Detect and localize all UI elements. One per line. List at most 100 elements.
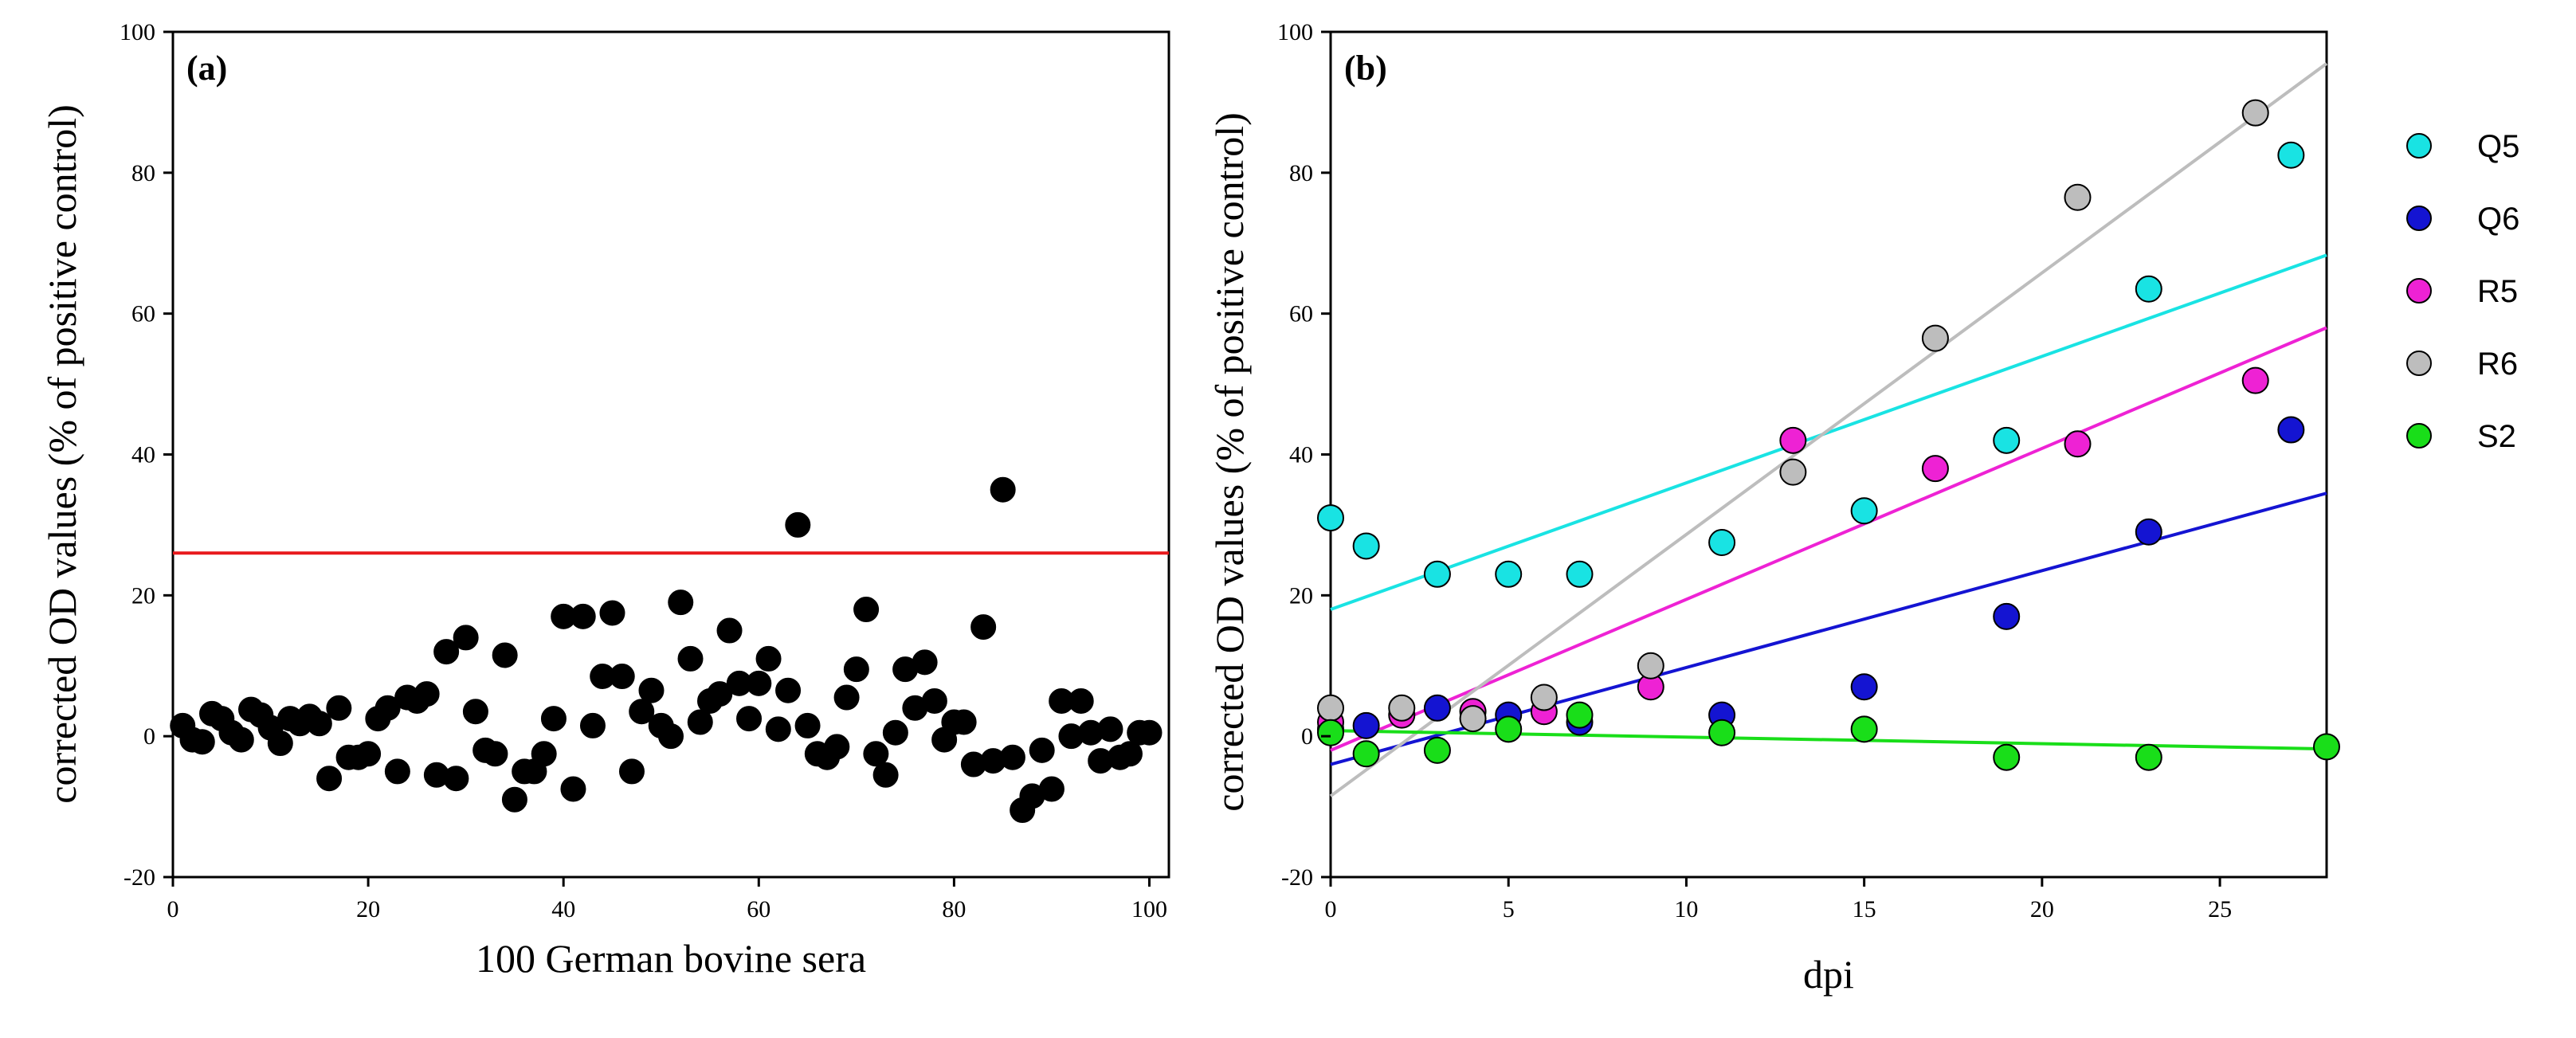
panel-a: 0 20 40 60 80 100 -20 0 20 40 60 80 100 (a) 100 Ger…	[40, 19, 1170, 981]
x-tick-label: 5	[1503, 896, 1515, 922]
data-point	[794, 712, 821, 738]
data-point-q6	[1423, 694, 1451, 722]
data-point	[609, 664, 635, 690]
data-point	[746, 670, 772, 696]
data-point	[638, 677, 665, 703]
data-point-r5	[1921, 455, 1949, 483]
y-axis-ticks: -20 0 20 40 60 80 100	[1277, 19, 1331, 891]
data-point	[921, 687, 947, 714]
x-tick-label: 80	[942, 896, 966, 922]
data-point-q5	[1317, 504, 1344, 532]
data-point	[785, 511, 811, 538]
legend-marker-r6	[2406, 351, 2432, 376]
data-point-r6	[1317, 694, 1344, 722]
trend-line-r5	[1330, 326, 2327, 752]
legend-marker-s2	[2406, 423, 2432, 448]
y-tick-label: -20	[1281, 864, 1313, 891]
data-point	[443, 766, 469, 792]
data-point-q5	[2277, 141, 2305, 169]
data-point-q5	[1850, 497, 1878, 525]
data-point	[736, 706, 763, 732]
trend-line-s2	[1330, 729, 2327, 751]
data-point	[560, 776, 586, 802]
legend-label-r6: R6	[2477, 347, 2518, 382]
data-point	[658, 723, 684, 750]
data-point	[618, 758, 645, 785]
data-point-r6	[1637, 652, 1664, 680]
y-tick-label: 20	[131, 582, 155, 609]
y-tick-label: 40	[1289, 442, 1313, 468]
x-tick-label: 60	[747, 896, 770, 922]
trend-line-q5	[1330, 253, 2327, 611]
data-point-q5	[1423, 560, 1451, 588]
data-point-s2	[1708, 719, 1736, 746]
data-point-s2	[1352, 740, 1380, 768]
trend-lines-layer	[1329, 62, 2328, 797]
data-point	[629, 699, 655, 725]
data-point	[765, 716, 791, 742]
data-point	[863, 741, 889, 767]
y-axis-title-b: corrected OD values (% of positive contr…	[1207, 112, 1252, 811]
data-point	[824, 734, 850, 760]
data-point	[189, 729, 215, 755]
y-tick-label: -20	[124, 864, 155, 891]
data-point	[599, 600, 625, 626]
x-axis-title-a: 100 German bovine sera	[476, 936, 866, 981]
data-point	[1097, 716, 1123, 742]
data-point	[374, 695, 401, 721]
data-point-r6	[1530, 684, 1558, 711]
data-point-s2	[2135, 743, 2162, 771]
data-point-s2	[1566, 701, 1594, 729]
y-tick-label: 100	[1277, 19, 1313, 45]
data-point	[433, 639, 460, 665]
data-point-r6	[1459, 705, 1487, 733]
data-point-s2	[1317, 719, 1344, 746]
y-axis-title-a: corrected OD values (% of positive contr…	[40, 104, 84, 803]
data-point-r5	[2241, 366, 2269, 394]
data-point-r5	[1779, 426, 1807, 454]
legend: Q5 Q6 R5 R6 S2	[2406, 129, 2519, 454]
data-point	[384, 758, 410, 785]
data-point	[853, 597, 880, 623]
data-point-q5	[1352, 532, 1380, 560]
data-point	[462, 699, 488, 725]
data-point	[951, 709, 977, 735]
data-point	[990, 476, 1016, 503]
data-point-s2	[1993, 743, 2021, 771]
x-tick-label: 10	[1674, 896, 1698, 922]
data-point	[970, 614, 997, 640]
y-tick-label: 80	[1289, 160, 1313, 186]
data-point	[872, 762, 899, 788]
x-tick-label: 20	[356, 896, 380, 922]
data-point	[843, 656, 869, 683]
points-layer	[170, 476, 1163, 824]
data-point	[579, 712, 606, 738]
panel-label-b: (b)	[1344, 49, 1387, 88]
data-point	[540, 706, 567, 732]
legend-label-r5: R5	[2477, 274, 2518, 309]
data-point-s2	[2313, 733, 2340, 761]
data-point-q5	[1708, 529, 1736, 557]
data-point	[267, 731, 293, 757]
data-point	[1038, 776, 1065, 802]
legend-marker-q6	[2406, 206, 2432, 231]
data-point	[677, 645, 704, 672]
data-point	[716, 617, 743, 644]
data-point-q6	[2277, 416, 2305, 444]
data-point	[833, 684, 860, 711]
y-tick-label: 100	[120, 19, 155, 45]
data-point-q6	[1850, 673, 1878, 701]
data-point-r6	[2064, 183, 2092, 211]
data-point	[1136, 719, 1163, 746]
data-point-s2	[1423, 736, 1451, 764]
data-point	[453, 625, 479, 651]
data-point	[414, 681, 440, 707]
data-point-r6	[1921, 324, 1949, 352]
x-tick-label: 0	[167, 896, 179, 922]
data-point	[228, 727, 254, 753]
data-point	[707, 681, 733, 707]
data-point-q6	[1352, 711, 1380, 739]
data-point-s2	[1495, 715, 1523, 743]
x-tick-label: 40	[551, 896, 575, 922]
